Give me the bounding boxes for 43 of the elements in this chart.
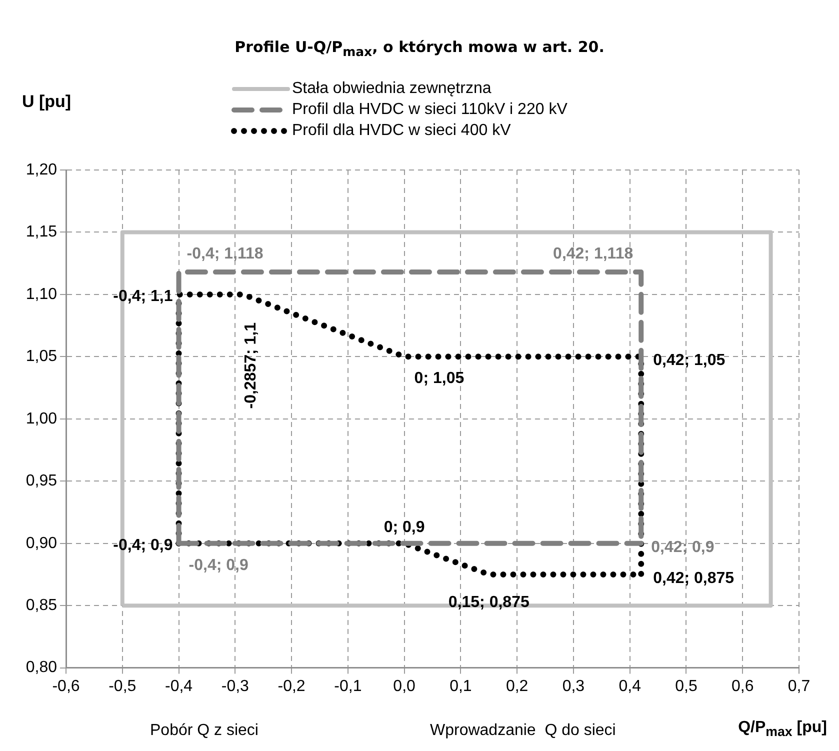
- x-tick-label: 0,4: [618, 678, 642, 695]
- x-tick-label: 0,5: [675, 678, 698, 695]
- x-tick-label: -0,3: [221, 678, 250, 695]
- y-axis-title: U [pu]: [22, 92, 72, 112]
- text: Wprowadzanie Q do sieci: [430, 722, 616, 740]
- data-label: 0,42; 1,05: [653, 352, 726, 370]
- data-label: -0,2857; 1,1: [242, 322, 260, 409]
- data-label: 0,42; 0,875: [653, 570, 734, 587]
- x-tick-label: 0,0: [393, 678, 416, 695]
- x-tick-label: -0,6: [52, 678, 80, 695]
- data-label: -0,4; 1,118: [186, 245, 264, 262]
- y-tick-label: 0,85: [26, 596, 58, 614]
- y-tick-label: 1,10: [26, 286, 58, 303]
- y-tick-label: 1,00: [26, 410, 58, 428]
- y-tick-label: 0,80: [26, 659, 58, 676]
- data-label: -0,4; 0,9: [113, 536, 173, 554]
- data-label: 0,42; 1,118: [553, 245, 634, 262]
- legend-label: Profil dla HVDC w sieci 400 kV: [292, 121, 511, 141]
- x-tick-label: 0,7: [788, 678, 810, 695]
- y-tick-label: 1,05: [26, 348, 58, 366]
- data-label: 0,42; 0,9: [651, 538, 714, 556]
- data-label: -0,4; 1,1: [113, 288, 173, 305]
- data-label: 0,15; 0,875: [448, 594, 530, 611]
- y-tick-label: 1,20: [26, 161, 58, 178]
- x-tick-label: 0,2: [506, 678, 528, 695]
- y-tick-label: 0,95: [26, 472, 58, 490]
- x-tick-label: 0,1: [450, 678, 472, 695]
- data-label: -0,4; 0,9: [188, 556, 248, 574]
- x-tick-label: -0,2: [278, 678, 306, 695]
- data-label: 0; 1,05: [414, 370, 464, 388]
- y-tick-label: 1,15: [26, 224, 58, 241]
- x-tick-label: -0,5: [108, 678, 136, 695]
- chart-title: Profile U-Q/P$_{max}$, o których mowa w art. 20.: [234, 38, 606, 59]
- x-tick-label: 0,3: [562, 678, 585, 695]
- x-axis-title: Q/P$_{max}$ [pu]: [738, 719, 827, 740]
- x-tick-label: -0,4: [164, 678, 193, 695]
- text: Pobór Q z sieci: [150, 722, 258, 740]
- data-label: 0; 0,9: [384, 518, 425, 536]
- x-tick-label: -0,1: [334, 678, 362, 695]
- x-tick-label: 0,6: [731, 678, 754, 695]
- legend-label: Stała obwiednia zewnętrzna: [292, 79, 492, 99]
- y-tick-label: 0,90: [26, 534, 58, 552]
- legend-label: Profil dla HVDC w sieci 110kV i 220 kV: [292, 100, 568, 120]
